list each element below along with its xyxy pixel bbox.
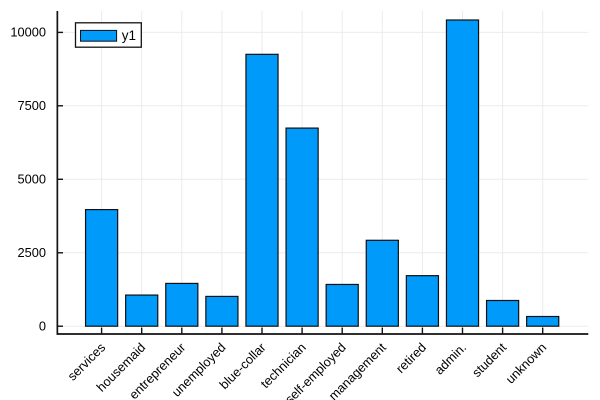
svg-text:0: 0 — [39, 319, 46, 334]
svg-text:2500: 2500 — [18, 245, 46, 260]
svg-text:10000: 10000 — [10, 25, 46, 40]
svg-text:5000: 5000 — [18, 172, 46, 187]
svg-text:y1: y1 — [122, 28, 136, 43]
svg-text:7500: 7500 — [18, 98, 46, 113]
